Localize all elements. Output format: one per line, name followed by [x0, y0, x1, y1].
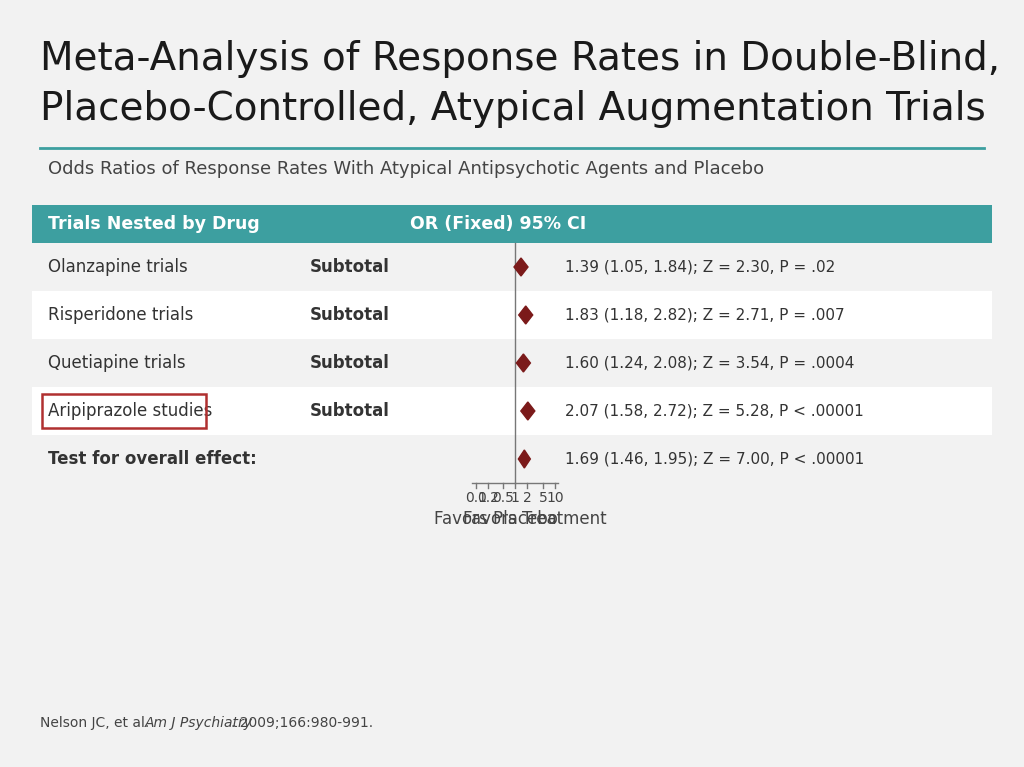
Polygon shape — [518, 450, 530, 468]
Bar — [32, 243, 992, 291]
Text: 1.83 (1.18, 2.82); Z = 2.71, P = .007: 1.83 (1.18, 2.82); Z = 2.71, P = .007 — [565, 308, 845, 322]
Bar — [32, 291, 992, 339]
Text: 2: 2 — [523, 491, 531, 505]
Text: Meta-Analysis of Response Rates in Double-Blind,: Meta-Analysis of Response Rates in Doubl… — [40, 40, 1000, 78]
Bar — [32, 435, 992, 483]
Text: 1.39 (1.05, 1.84); Z = 2.30, P = .02: 1.39 (1.05, 1.84); Z = 2.30, P = .02 — [565, 259, 836, 275]
Text: Favors Placebo: Favors Placebo — [433, 510, 557, 528]
Text: 0.2: 0.2 — [477, 491, 499, 505]
Text: Aripiprazole studies: Aripiprazole studies — [48, 402, 212, 420]
Text: Trials Nested by Drug: Trials Nested by Drug — [48, 215, 260, 233]
Polygon shape — [516, 354, 530, 372]
Text: Favors Treatment: Favors Treatment — [463, 510, 607, 528]
Text: Subtotal: Subtotal — [310, 402, 390, 420]
Text: . 2009;166:980-991.: . 2009;166:980-991. — [231, 716, 374, 730]
Text: Risperidone trials: Risperidone trials — [48, 306, 194, 324]
Bar — [32, 205, 992, 243]
Text: Nelson JC, et al.: Nelson JC, et al. — [40, 716, 154, 730]
Text: Am J Psychiatry: Am J Psychiatry — [144, 716, 252, 730]
Text: 10: 10 — [546, 491, 563, 505]
Text: 1.69 (1.46, 1.95); Z = 7.00, P < .00001: 1.69 (1.46, 1.95); Z = 7.00, P < .00001 — [565, 452, 864, 466]
Text: 5: 5 — [539, 491, 548, 505]
Bar — [32, 387, 992, 435]
Polygon shape — [519, 306, 532, 324]
Text: Quetiapine trials: Quetiapine trials — [48, 354, 185, 372]
Text: Subtotal: Subtotal — [310, 258, 390, 276]
Text: 1: 1 — [511, 491, 520, 505]
Text: 0.1: 0.1 — [465, 491, 486, 505]
Text: 2.07 (1.58, 2.72); Z = 5.28, P < .00001: 2.07 (1.58, 2.72); Z = 5.28, P < .00001 — [565, 403, 864, 419]
Text: 0.5: 0.5 — [493, 491, 514, 505]
Text: Odds Ratios of Response Rates With Atypical Antipsychotic Agents and Placebo: Odds Ratios of Response Rates With Atypi… — [48, 160, 764, 178]
Text: Subtotal: Subtotal — [310, 354, 390, 372]
Text: OR (Fixed) 95% CI: OR (Fixed) 95% CI — [410, 215, 587, 233]
Text: Subtotal: Subtotal — [310, 306, 390, 324]
Text: Placebo-Controlled, Atypical Augmentation Trials: Placebo-Controlled, Atypical Augmentatio… — [40, 90, 986, 128]
Polygon shape — [514, 258, 528, 276]
Text: Olanzapine trials: Olanzapine trials — [48, 258, 187, 276]
Bar — [32, 339, 992, 387]
Text: Test for overall effect:: Test for overall effect: — [48, 450, 257, 468]
Text: 1.60 (1.24, 2.08); Z = 3.54, P = .0004: 1.60 (1.24, 2.08); Z = 3.54, P = .0004 — [565, 355, 854, 370]
Polygon shape — [521, 402, 535, 420]
